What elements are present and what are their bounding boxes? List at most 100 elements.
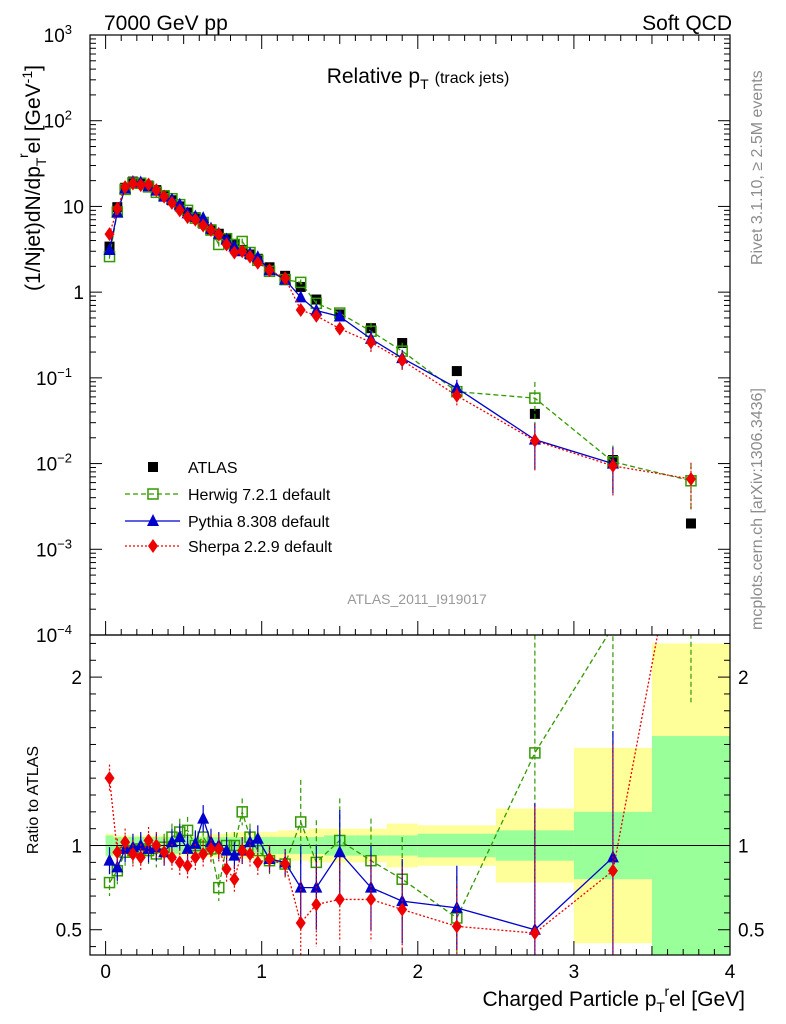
uncertainty-bands — [90, 643, 730, 955]
herwig-point — [294, 276, 307, 289]
pythia-ratio-point — [450, 900, 463, 913]
sherpa-point — [245, 249, 255, 264]
herwig-ratio-point — [181, 824, 194, 837]
ratio-tick-label: 0.5 — [56, 921, 82, 942]
y-tick-label: 10−3 — [36, 536, 72, 561]
pythia-ratio-point — [606, 850, 619, 863]
x-tick-label: 1 — [256, 962, 267, 983]
sherpa-ratio-point — [112, 845, 123, 860]
sherpa-ratio-point — [252, 855, 263, 870]
header-left: 7000 GeV pp — [104, 12, 228, 35]
y-tick-label: 1 — [73, 283, 84, 304]
y-tick-label: 10−4 — [36, 622, 72, 647]
herwig-point — [529, 392, 541, 404]
sherpa-line — [108, 182, 692, 480]
pythia-point — [197, 211, 210, 224]
main-panel-series — [103, 174, 697, 529]
sherpa-point — [135, 178, 146, 193]
y-tick-label: 10−1 — [36, 365, 72, 390]
y-tick-label: 103 — [44, 22, 72, 47]
sherpa-ratio-point — [159, 845, 170, 860]
pythia-ratio-point — [228, 848, 241, 861]
herwig-legend-marker — [147, 488, 159, 500]
pythia-point — [294, 290, 307, 303]
herwig-ratio-point — [103, 876, 116, 889]
chart-title-sub: T — [420, 76, 429, 92]
sherpa-point — [397, 353, 408, 368]
pythia-ratio-point — [173, 830, 186, 843]
axis-frames — [89, 34, 731, 956]
pythia-ratio-point — [181, 841, 194, 854]
pythia-ratio-point — [251, 831, 264, 844]
sherpa-point — [451, 388, 462, 403]
sherpa-point — [182, 210, 193, 225]
sherpa-point — [229, 245, 240, 260]
sherpa-ratio-point — [104, 771, 115, 786]
herwig-ratio-point — [213, 881, 225, 894]
pythia-ratio-point — [111, 860, 124, 873]
pythia-point — [333, 309, 346, 322]
herwig-ratio-point — [529, 747, 541, 759]
sherpa-point — [166, 195, 177, 210]
y-tick-label: 102 — [44, 108, 72, 133]
pythia-legend-marker — [147, 514, 159, 526]
sherpa-ratio-point — [190, 850, 201, 865]
ratio-panel-series — [103, 622, 692, 955]
y-tick-exponent: −1 — [57, 365, 72, 380]
chart-title-main: Relative p — [327, 65, 420, 88]
pythia-ratio-point — [197, 811, 210, 824]
sherpa-ratio-point — [198, 846, 209, 861]
herwig-ratio-point — [294, 816, 307, 828]
atlas-point — [311, 294, 322, 305]
y-tick-exponent: 3 — [65, 22, 72, 37]
sherpa-ratio-point — [213, 841, 224, 856]
sherpa-point — [264, 263, 275, 278]
sherpa-ratio-point — [174, 855, 185, 870]
legend: ATLAS Herwig 7.2.1 default Pythia 8.308 de… — [125, 460, 333, 556]
header-right: Soft QCD — [642, 12, 732, 35]
sherpa-legend-marker — [148, 539, 158, 553]
mcplots-label: mcplots.cern.ch [arXiv:1306.3436] — [749, 388, 766, 630]
sherpa-point — [685, 472, 696, 487]
sherpa-point — [311, 308, 322, 323]
sherpa-ratio-point — [607, 863, 618, 878]
rivet-label: Rivet 3.1.10, ≥ 2.5M events — [749, 70, 766, 265]
sherpa-ratio-point — [280, 857, 291, 872]
ratio-tick-label-right: 2 — [738, 668, 749, 689]
main-panel-frame — [89, 34, 731, 636]
ratio-y-axis-label: Ratio to ATLAS — [25, 746, 42, 854]
y-axis-label: (1/Njet)dN/dpTrel [GeV-1] — [15, 65, 49, 291]
sherpa-point — [221, 237, 232, 252]
sherpa-point — [174, 203, 185, 218]
sherpa-ratio-point — [397, 902, 408, 917]
atlas-legend-marker — [148, 462, 158, 472]
atlas-legend-label: ATLAS — [188, 460, 238, 477]
sherpa-ratio-point — [264, 852, 275, 866]
x-axis-label: Charged Particle pTrel [GeV] — [482, 983, 745, 1015]
x-tick-label: 3 — [569, 962, 580, 983]
chart-title-suffix: (track jets) — [435, 70, 510, 87]
sherpa-point — [104, 227, 115, 242]
pythia-legend-label: Pythia 8.308 default — [188, 514, 330, 531]
sherpa-ratio-point — [229, 872, 240, 887]
pythia-ratio-point — [165, 835, 178, 848]
ratio-tick-label-right: 0.5 — [738, 921, 764, 942]
pythia-ratio-point — [220, 843, 233, 856]
sherpa-ratio-point — [127, 846, 138, 861]
ratio-tick-label: 1 — [71, 837, 82, 858]
sherpa-ratio-point — [529, 926, 540, 941]
x-tick-label: 2 — [413, 962, 424, 983]
sherpa-point — [607, 458, 618, 473]
sherpa-ratio-point — [237, 843, 248, 858]
sherpa-point — [151, 183, 162, 198]
chart-title: Relative pT (track jets) — [327, 65, 510, 92]
pythia-ratio-point — [189, 836, 202, 849]
sherpa-point — [143, 177, 154, 192]
sherpa-ratio-point — [451, 919, 462, 934]
sherpa-point — [198, 218, 209, 233]
watermark: ATLAS_2011_I919017 — [347, 591, 487, 607]
sherpa-point — [127, 176, 138, 191]
sherpa-ratio-point — [205, 841, 216, 856]
herwig-ratio-point — [608, 622, 618, 632]
